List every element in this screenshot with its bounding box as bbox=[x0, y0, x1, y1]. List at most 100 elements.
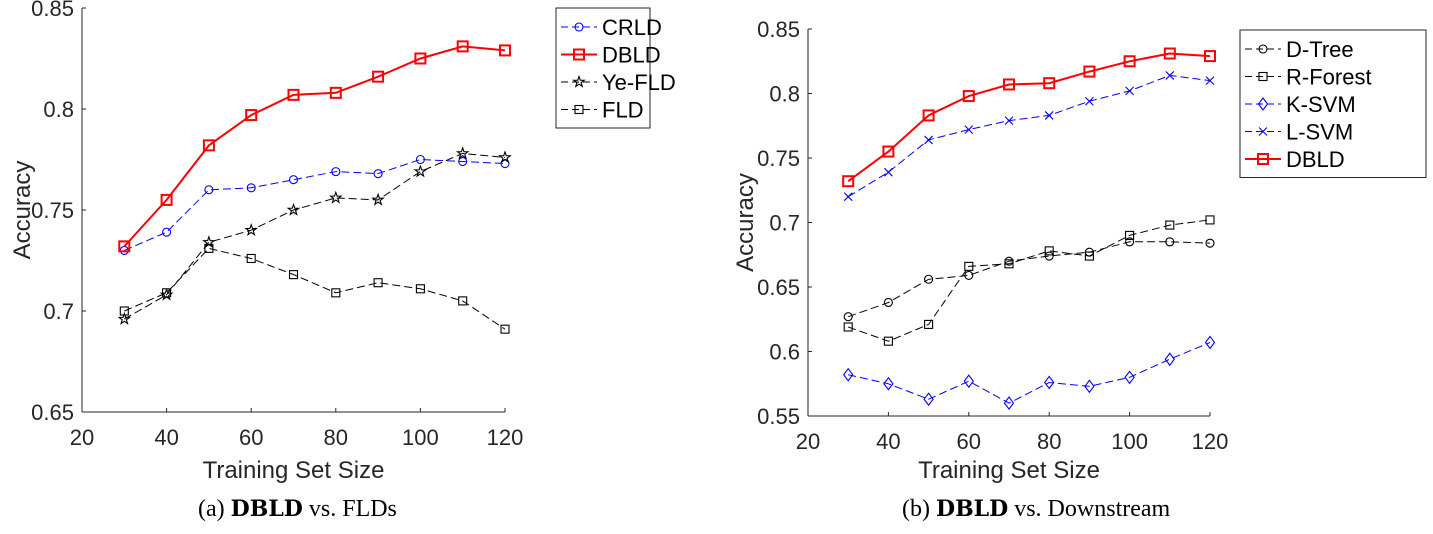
marker-circle bbox=[331, 167, 341, 177]
marker-circle bbox=[964, 270, 974, 280]
y-axis-label: Accuracy bbox=[732, 173, 759, 272]
marker-square bbox=[329, 86, 342, 99]
legend-item: Ye-FLD bbox=[561, 70, 676, 95]
marker-square bbox=[162, 288, 172, 298]
x-tick-label: 80 bbox=[1037, 429, 1061, 454]
legend-label: CRLD bbox=[602, 15, 662, 40]
marker-square bbox=[118, 240, 131, 253]
series-R-Forest bbox=[843, 215, 1215, 346]
legend-item: L-SVM bbox=[1245, 120, 1353, 145]
chart-1: 20 40 60 80 100 120 0.55 0.6 0.65 0.7 0.75 0.8 0.85 T… bbox=[732, 17, 1427, 484]
marker-square bbox=[456, 40, 469, 53]
marker-star bbox=[244, 223, 259, 237]
x-tick-label: 100 bbox=[1111, 429, 1148, 454]
x-tick-label: 80 bbox=[324, 425, 348, 450]
marker-square bbox=[202, 139, 215, 152]
legend-item: FLD bbox=[561, 98, 644, 123]
marker-square bbox=[1125, 230, 1135, 240]
marker-circle bbox=[204, 185, 214, 195]
marker-square bbox=[458, 296, 468, 306]
caption-b: (b) DBLD vs. Downstream bbox=[902, 496, 1170, 523]
marker-star bbox=[328, 190, 343, 204]
marker-square bbox=[1258, 71, 1268, 82]
x-tick-label: 20 bbox=[796, 429, 820, 454]
series-line bbox=[848, 219, 1211, 342]
x-tick-label: 120 bbox=[1192, 429, 1229, 454]
legend-item: CRLD bbox=[561, 15, 662, 40]
series-CRLD bbox=[119, 154, 510, 255]
marker-square bbox=[246, 253, 256, 264]
marker-x bbox=[1165, 71, 1175, 80]
legend-item: K-SVM bbox=[1245, 92, 1356, 117]
series-line bbox=[123, 45, 506, 248]
legend-item: DBLD bbox=[561, 43, 661, 68]
y-tick-label: 0.75 bbox=[757, 146, 800, 171]
y-tick-label: 0.85 bbox=[31, 0, 74, 21]
marker-square bbox=[1004, 259, 1014, 269]
marker-star bbox=[286, 202, 301, 216]
marker-square bbox=[574, 104, 584, 115]
marker-diamond bbox=[963, 374, 974, 389]
legend-label: FLD bbox=[602, 98, 644, 123]
marker-circle bbox=[1205, 238, 1215, 248]
marker-square bbox=[119, 306, 129, 316]
series-line bbox=[848, 342, 1211, 404]
chart-0: 20 40 60 80 100 120 0.65 0.7 0.75 0.8 0.85 Training… bbox=[9, 0, 676, 484]
x-tick-label: 40 bbox=[876, 429, 900, 454]
x-tick-label: 40 bbox=[154, 425, 178, 450]
y-axis-label: Accuracy bbox=[9, 161, 36, 260]
marker-circle bbox=[843, 312, 853, 322]
marker-diamond bbox=[1124, 370, 1135, 385]
x-tick-label: 20 bbox=[70, 425, 94, 450]
series-line bbox=[848, 241, 1211, 318]
caption-prefix: (b) bbox=[902, 496, 936, 522]
marker-x bbox=[964, 125, 974, 135]
marker-x bbox=[1205, 76, 1215, 85]
marker-square bbox=[924, 319, 934, 329]
marker-star bbox=[455, 146, 470, 160]
marker-square bbox=[883, 336, 893, 346]
legend-item: DBLD bbox=[1245, 147, 1345, 172]
marker-circle bbox=[1165, 237, 1175, 247]
marker-square bbox=[414, 52, 427, 65]
marker-square bbox=[1165, 220, 1175, 230]
marker-diamond bbox=[1084, 379, 1095, 394]
marker-star bbox=[572, 74, 586, 88]
series-L-SVM bbox=[843, 71, 1215, 202]
marker-x bbox=[1004, 116, 1014, 125]
marker-square bbox=[1083, 65, 1096, 78]
legend-label: K-SVM bbox=[1286, 92, 1356, 117]
x-axis-label: Training Set Size bbox=[918, 457, 1100, 484]
marker-square bbox=[1003, 78, 1015, 91]
marker-circle bbox=[288, 175, 299, 185]
series-line bbox=[847, 52, 1211, 183]
legend-label: R-Forest bbox=[1286, 65, 1372, 90]
marker-diamond bbox=[1204, 335, 1216, 350]
marker-circle bbox=[246, 183, 256, 193]
marker-x bbox=[1044, 111, 1054, 120]
marker-square bbox=[500, 324, 510, 334]
marker-square bbox=[1204, 50, 1216, 63]
legend-label: DBLD bbox=[1286, 147, 1345, 172]
marker-square bbox=[1123, 55, 1136, 68]
y-tick-label: 0.8 bbox=[43, 97, 74, 122]
x-tick-label: 100 bbox=[402, 425, 439, 450]
marker-diamond bbox=[1257, 97, 1269, 111]
marker-circle bbox=[373, 169, 383, 179]
marker-square bbox=[922, 109, 935, 122]
marker-circle bbox=[1125, 237, 1135, 247]
marker-square bbox=[843, 322, 853, 332]
marker-diamond bbox=[883, 376, 894, 391]
marker-square bbox=[1163, 47, 1176, 60]
marker-x bbox=[1085, 96, 1094, 106]
marker-diamond bbox=[1044, 375, 1055, 390]
legend-label: DBLD bbox=[602, 43, 661, 68]
marker-circle bbox=[162, 227, 172, 237]
marker-star bbox=[117, 311, 132, 325]
marker-square bbox=[160, 193, 173, 206]
marker-circle bbox=[415, 154, 425, 165]
marker-square bbox=[499, 44, 511, 57]
legend-item: R-Forest bbox=[1245, 65, 1372, 90]
